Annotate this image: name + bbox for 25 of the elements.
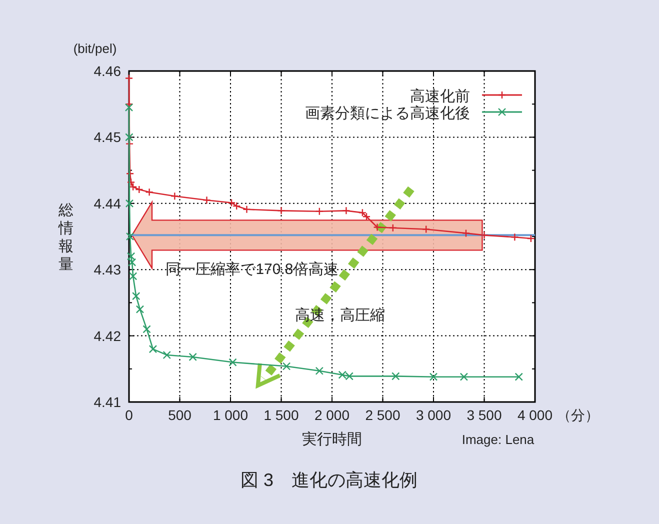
y-tick-label: 4.44 <box>94 195 122 212</box>
legend-label: 高速化前 <box>410 88 470 105</box>
y-tick-label: 4.42 <box>94 328 122 344</box>
legend-label: 画素分類による高速化後 <box>305 105 470 122</box>
x-tick-label: 2 500 <box>365 407 400 423</box>
y-tick-label: 4.41 <box>94 394 122 410</box>
annotation: 同一圧縮率で170.8倍高速 <box>166 261 338 278</box>
text: Image: Lena <box>462 432 535 447</box>
text: (bit/pel) <box>73 41 117 56</box>
x-tick-label: 4 000 <box>517 407 553 423</box>
x-axis-title: 実行時間 <box>302 431 362 448</box>
x-tick-label: 2 000 <box>314 407 350 423</box>
text: （分） <box>557 407 599 423</box>
y-tick-label: 4.45 <box>94 129 122 146</box>
x-tick-label: 3 000 <box>416 407 452 423</box>
x-tick-label: 0 <box>125 407 134 423</box>
y-axis-title: 総情報量 <box>58 202 74 273</box>
caption: 図 3 進化の高速化例 <box>240 470 418 490</box>
x-tick-label: 3 500 <box>466 407 502 423</box>
x-tick-label: 500 <box>168 407 192 423</box>
x-tick-label: 1 000 <box>212 407 248 423</box>
y-tick-label: 4.43 <box>94 262 122 278</box>
annotation: 高速，高圧縮 <box>295 307 385 324</box>
y-tick-label: 4.46 <box>94 63 122 79</box>
x-tick-label: 1 500 <box>264 407 299 423</box>
